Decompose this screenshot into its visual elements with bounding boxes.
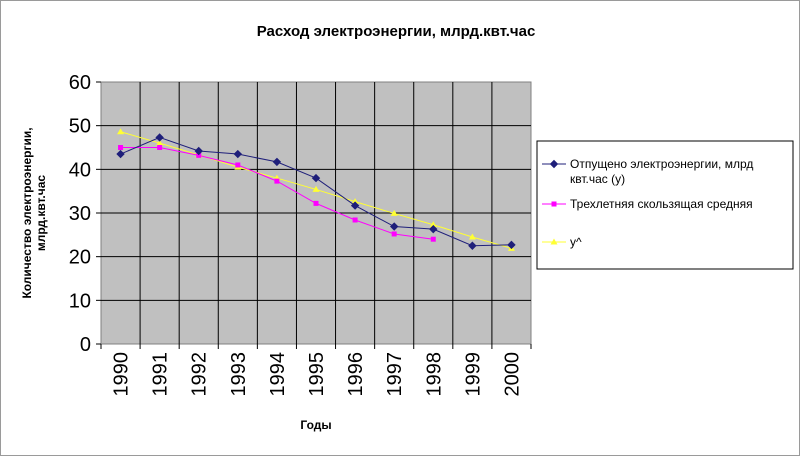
data-point <box>155 133 164 142</box>
data-point <box>233 149 243 159</box>
legend-label: Отпущено электроэнергии, млрд <box>570 157 753 171</box>
data-point <box>272 157 282 167</box>
legend-label: y^ <box>570 235 582 249</box>
legend-box <box>536 140 794 270</box>
x-tick-label: 1996 <box>345 352 367 397</box>
y-axis-title-line-1: Количество электроэнергии, <box>20 127 34 298</box>
y-axis-ticks: 0 10 20 30 40 50 60 <box>69 72 101 356</box>
data-point <box>311 173 321 183</box>
data-point <box>429 221 437 228</box>
data-point <box>157 145 163 150</box>
data-point <box>351 198 359 205</box>
x-tick-label: 1999 <box>462 352 484 397</box>
data-point <box>156 139 164 146</box>
series-0 <box>116 133 516 250</box>
data-point <box>196 152 202 158</box>
data-point <box>390 209 398 216</box>
gridlines <box>101 82 531 344</box>
data-point <box>468 233 476 240</box>
y-tick-label: 60 <box>69 72 91 94</box>
data-point <box>429 224 438 234</box>
legend-label: Трехлетняя скользящая средняя <box>570 197 753 211</box>
x-axis-ticks: 1990 1991 1992 1993 1994 1995 1996 1997 1998 1999… <box>100 344 532 397</box>
y-tick-label: 40 <box>69 159 91 181</box>
legend-marker <box>549 159 559 169</box>
y-tick-label: 30 <box>69 203 91 225</box>
data-point <box>352 217 358 223</box>
x-tick-label: 1991 <box>150 352 172 397</box>
x-tick-label: 1992 <box>189 352 211 397</box>
legend-entry: Трехлетняя скользящая средняя <box>542 197 753 211</box>
legend-label: квт.час (y) <box>570 172 625 186</box>
y-tick-label: 20 <box>69 247 91 269</box>
x-axis-title: Годы <box>300 418 331 432</box>
y-tick-label: 50 <box>69 116 91 138</box>
y-tick-label: 10 <box>69 290 91 312</box>
data-point <box>350 201 360 210</box>
data-point <box>313 200 319 206</box>
data-point <box>274 178 280 184</box>
y-tick-label: 0 <box>80 334 91 356</box>
data-point <box>116 149 125 159</box>
data-point <box>194 146 203 156</box>
data-point <box>117 128 125 135</box>
x-tick-label: 1997 <box>384 352 406 397</box>
data-point <box>235 162 241 168</box>
data-point <box>391 231 397 237</box>
chart-title: Расход электроэнергии, млрд.квт.час <box>257 23 536 40</box>
x-tick-label: 1990 <box>111 352 133 397</box>
legend-entry: y^ <box>542 235 582 249</box>
x-tick-label: 1998 <box>423 352 445 397</box>
data-point <box>389 222 399 231</box>
y-axis-title: Количество электроэнергии, млрд.квт.час <box>20 127 48 298</box>
x-tick-label: 1994 <box>267 352 289 397</box>
x-tick-label: 1995 <box>306 352 328 397</box>
legend-marker <box>551 201 557 207</box>
data-point <box>312 185 320 192</box>
y-axis-title-line-2: млрд.квт.час <box>34 175 48 252</box>
data-point <box>507 240 516 250</box>
series-layer <box>116 128 516 251</box>
x-tick-label: 2000 <box>501 352 523 397</box>
legend-marker <box>550 238 558 245</box>
x-tick-label: 1993 <box>228 352 250 397</box>
data-point <box>468 241 477 250</box>
data-point <box>118 145 124 150</box>
data-point <box>430 236 436 242</box>
series-1 <box>118 145 436 242</box>
